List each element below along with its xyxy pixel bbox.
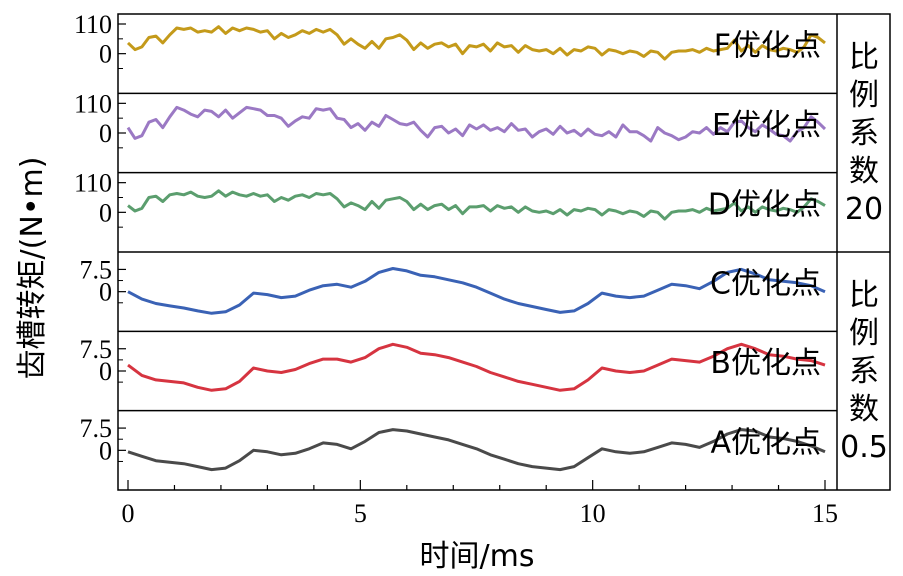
y-tick-label: 0: [99, 40, 112, 69]
y-tick-label: 7.5: [80, 414, 113, 443]
y-tick-label: 7.5: [80, 335, 113, 364]
series-line-6: [127, 428, 826, 472]
series-line-4: [127, 267, 826, 315]
series-line-5: [127, 342, 826, 392]
x-tick-label: 0: [122, 499, 135, 528]
x-axis-label: 时间/ms: [420, 539, 535, 574]
x-tick-label: 5: [354, 499, 367, 528]
panel-label: F优化点: [714, 29, 821, 64]
panel-label: C优化点: [710, 267, 821, 302]
y-tick-label: 110: [74, 10, 112, 39]
panel-label: E优化点: [712, 108, 821, 143]
y-tick-label: 0: [99, 357, 112, 386]
y-tick-label: 0: [99, 278, 112, 307]
y-axis-label: 齿槽转矩/(N•m): [15, 157, 50, 380]
group-label: 比例系数 20: [845, 40, 883, 227]
y-tick-label: 0: [99, 198, 112, 227]
panel-label: D优化点: [708, 187, 821, 222]
series-line-1: [126, 25, 826, 61]
x-tick-label: 15: [812, 499, 838, 528]
y-tick-label: 0: [99, 119, 112, 148]
series-line-3: [127, 189, 826, 221]
y-tick-label: 7.5: [80, 255, 113, 284]
panel-label: A优化点: [710, 425, 821, 460]
y-tick-label: 110: [74, 169, 112, 198]
y-tick-label: 0: [99, 436, 112, 465]
x-tick-label: 10: [580, 499, 606, 528]
panel-label: B优化点: [710, 346, 821, 381]
y-tick-label: 110: [74, 89, 112, 118]
group-label: 比例系数 0.5: [840, 278, 888, 465]
series-line-2: [126, 105, 827, 143]
